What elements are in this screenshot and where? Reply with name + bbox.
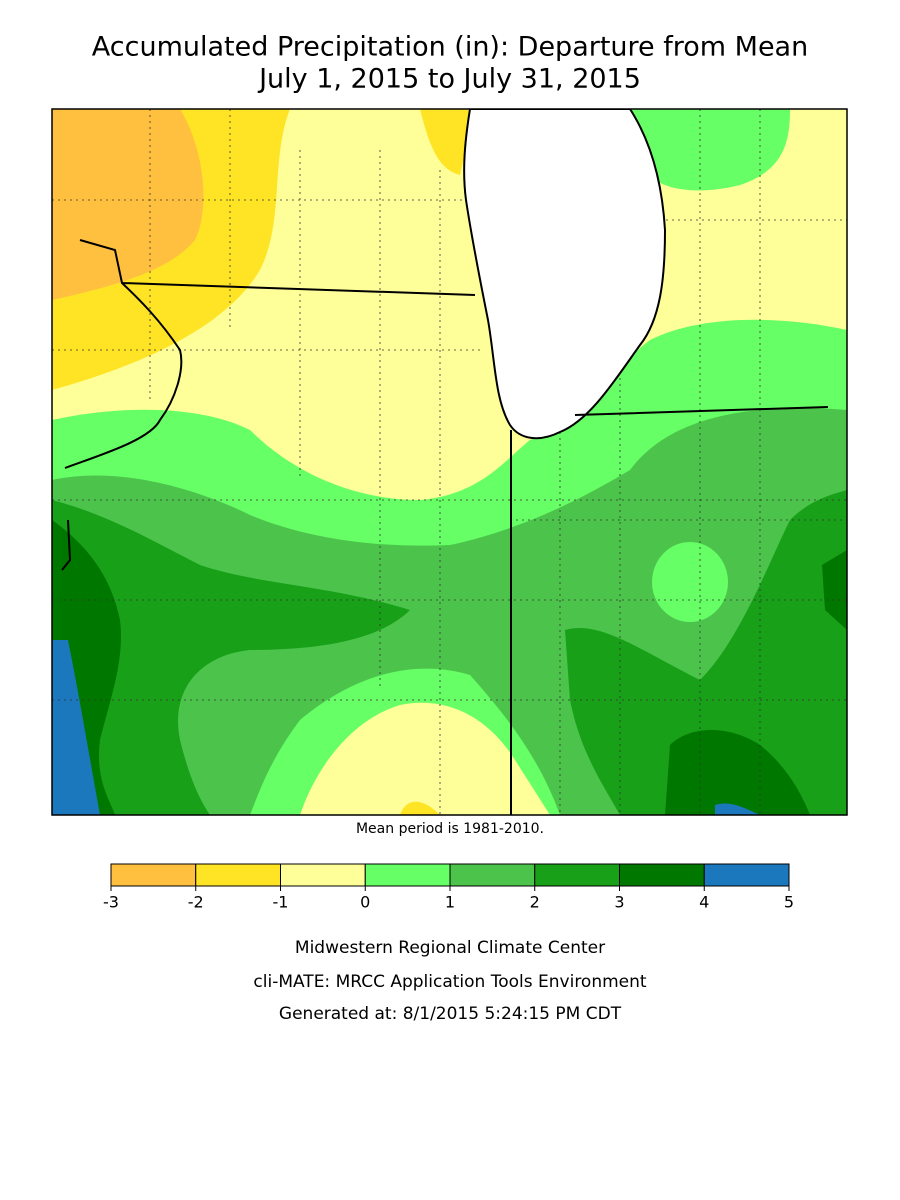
footer-line: cli-MATE: MRCC Application Tools Environ…: [253, 972, 646, 992]
zone: [420, 109, 475, 175]
tick-label: 2: [530, 893, 540, 912]
tick-label: 5: [784, 893, 794, 912]
colorbar-swatch: [703, 863, 790, 887]
tick-label: 0: [360, 893, 370, 912]
tick-label: -1: [273, 893, 289, 912]
colorbar-swatch: [534, 863, 620, 887]
zone: [665, 730, 810, 815]
title: Accumulated Precipitation (in): Departur…: [92, 32, 808, 63]
tick-label: 4: [699, 893, 709, 912]
footer-line: Midwestern Regional Climate Center: [295, 938, 605, 958]
colorbar-swatch: [364, 863, 451, 887]
tick-label: -3: [103, 893, 119, 912]
zone: [52, 109, 204, 300]
tick-label: -2: [188, 893, 204, 912]
colorbar-swatch: [449, 863, 536, 887]
state-lines: [61, 239, 829, 815]
zone: [565, 490, 847, 815]
colorbar-swatch: [280, 863, 366, 887]
zone: [630, 109, 790, 191]
footer-line: Generated at: 8/1/2015 5:24:15 PM CDT: [279, 1004, 622, 1024]
tick-label: 1: [445, 893, 455, 912]
zone: [300, 702, 550, 815]
county-lines: [52, 109, 847, 815]
colorbar: -3 -2 -1 0 1 2 3 4 5: [103, 863, 794, 912]
map-frame: [51, 108, 848, 816]
zone: [715, 803, 760, 815]
zone: [652, 542, 728, 622]
colorbar-swatch: [195, 863, 281, 887]
subtitle: July 1, 2015 to July 31, 2015: [257, 64, 641, 95]
zone: [52, 500, 410, 815]
lake-michigan: [463, 109, 667, 440]
zone: [400, 801, 440, 815]
colorbar-swatch: [619, 863, 705, 887]
zone: [822, 550, 847, 630]
map-note: Mean period is 1981-2010.: [356, 821, 544, 837]
zone: [52, 640, 100, 815]
tick-label: 3: [614, 893, 624, 912]
map: [52, 109, 847, 815]
colorbar-swatch: [110, 863, 197, 887]
